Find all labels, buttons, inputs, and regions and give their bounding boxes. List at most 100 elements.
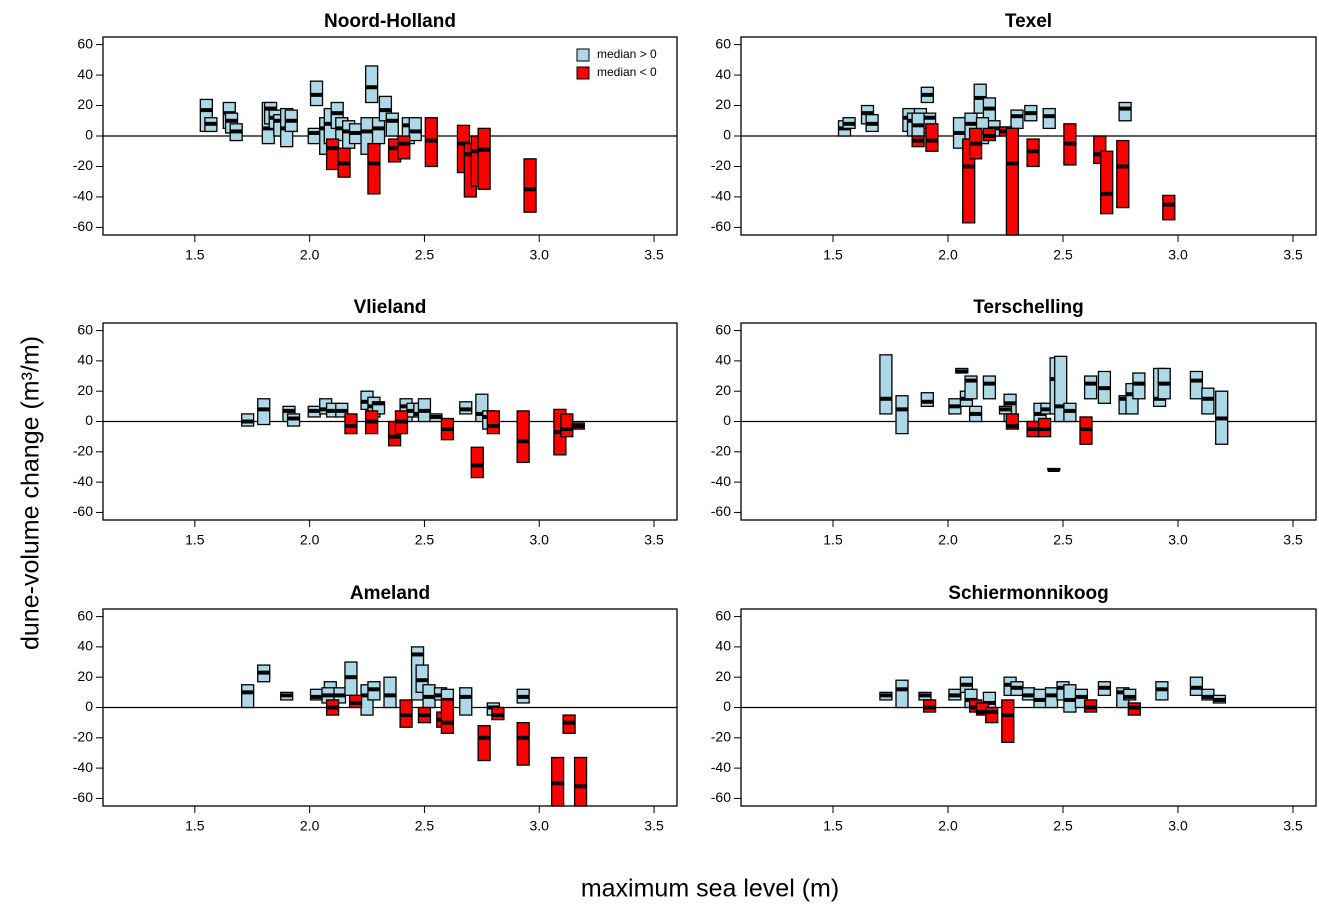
box	[560, 413, 574, 438]
box	[1132, 372, 1146, 400]
y-tick-label: 60	[715, 607, 731, 623]
x-tick-label: 3.5	[644, 818, 664, 834]
box	[1189, 370, 1204, 400]
y-tick-label: -40	[711, 188, 731, 204]
box	[371, 117, 386, 145]
y-tick-label: -40	[711, 759, 731, 775]
panel-title: Schiermonnikoog	[948, 583, 1108, 604]
box	[486, 410, 500, 435]
y-tick-label: -20	[73, 729, 93, 745]
box	[1116, 139, 1130, 209]
x-tick-label: 3.0	[530, 818, 550, 834]
x-tick-label: 3.5	[1283, 247, 1303, 263]
x-tick-label: 1.5	[823, 532, 843, 548]
plot-frame	[740, 322, 1317, 521]
box	[1083, 375, 1098, 400]
box	[573, 756, 588, 807]
y-tick-label: 0	[85, 412, 93, 428]
box	[240, 684, 255, 709]
x-tick-label: 3.0	[1168, 818, 1188, 834]
x-tick-label: 3.0	[530, 532, 550, 548]
box	[307, 127, 321, 145]
y-tick-label: 0	[723, 698, 731, 714]
y-tick-label: 20	[715, 382, 731, 398]
box	[367, 142, 381, 195]
x-tick-label: 1.5	[185, 532, 205, 548]
x-tick-label: 3.5	[1283, 532, 1303, 548]
y-tick-label: 40	[77, 638, 93, 654]
plot-frame	[102, 322, 678, 521]
x-tick-label: 2.5	[415, 532, 435, 548]
y-tick-label: -40	[73, 188, 93, 204]
x-tick-label: 3.5	[1283, 818, 1303, 834]
box	[344, 413, 358, 435]
box	[920, 392, 934, 407]
plot-frame	[740, 608, 1317, 807]
box	[257, 398, 271, 426]
box	[459, 687, 473, 716]
y-tick-label: 20	[77, 96, 93, 112]
box	[385, 112, 399, 137]
x-tick-label: 3.0	[1168, 532, 1188, 548]
x-tick-label: 2.0	[300, 247, 320, 263]
box	[397, 135, 411, 160]
panel-title: Vlieland	[354, 297, 427, 318]
box	[440, 699, 455, 734]
box	[1201, 688, 1215, 701]
legend-swatch	[576, 48, 590, 62]
y-tick-label: -60	[73, 218, 93, 234]
box	[895, 679, 909, 709]
box	[879, 354, 893, 415]
x-tick-label: 3.5	[644, 247, 664, 263]
x-tick-label: 2.5	[415, 247, 435, 263]
y-tick-label: 0	[723, 412, 731, 428]
y-tick-label: -20	[711, 443, 731, 459]
box	[1044, 687, 1059, 709]
x-tick-label: 1.5	[185, 818, 205, 834]
y-tick-label: 20	[715, 96, 731, 112]
y-tick-label: -20	[73, 443, 93, 459]
box	[895, 395, 909, 435]
y-tick-label: -60	[711, 218, 731, 234]
x-tick-label: 1.5	[185, 247, 205, 263]
y-axis-label: dune-volume change (m³/m)	[17, 336, 45, 650]
box	[925, 123, 939, 152]
x-tick-label: 2.5	[1053, 532, 1073, 548]
plot-frame	[102, 608, 678, 807]
panel-title: Texel	[1005, 11, 1052, 32]
box	[325, 138, 340, 171]
box	[516, 410, 530, 464]
y-tick-label: -60	[711, 789, 731, 805]
y-tick-label: -40	[73, 473, 93, 489]
box	[982, 375, 997, 400]
y-tick-label: -20	[73, 157, 93, 173]
box	[1162, 194, 1176, 221]
y-tick-label: -60	[73, 503, 93, 519]
x-tick-label: 2.5	[415, 818, 435, 834]
panel-title: Terschelling	[973, 297, 1084, 318]
y-tick-label: -40	[711, 473, 731, 489]
x-tick-label: 3.0	[1168, 247, 1188, 263]
y-tick-label: 40	[715, 638, 731, 654]
x-tick-label: 3.0	[530, 247, 550, 263]
x-tick-label: 3.5	[644, 532, 664, 548]
y-tick-label: 60	[77, 321, 93, 337]
box	[470, 446, 484, 479]
box	[962, 138, 976, 224]
y-tick-label: 20	[77, 668, 93, 684]
box	[1010, 109, 1024, 130]
y-tick-label: 0	[85, 127, 93, 143]
box	[1123, 688, 1137, 701]
x-tick-label: 2.0	[938, 818, 958, 834]
y-tick-label: -20	[711, 729, 731, 745]
y-tick-label: 40	[77, 66, 93, 82]
box	[383, 676, 397, 709]
x-tick-label: 2.5	[1053, 247, 1073, 263]
plot-frame	[102, 36, 678, 236]
box	[1001, 699, 1015, 744]
y-tick-label: 60	[715, 35, 731, 51]
box	[364, 65, 379, 104]
legend-swatch	[576, 66, 590, 80]
box	[523, 158, 537, 213]
